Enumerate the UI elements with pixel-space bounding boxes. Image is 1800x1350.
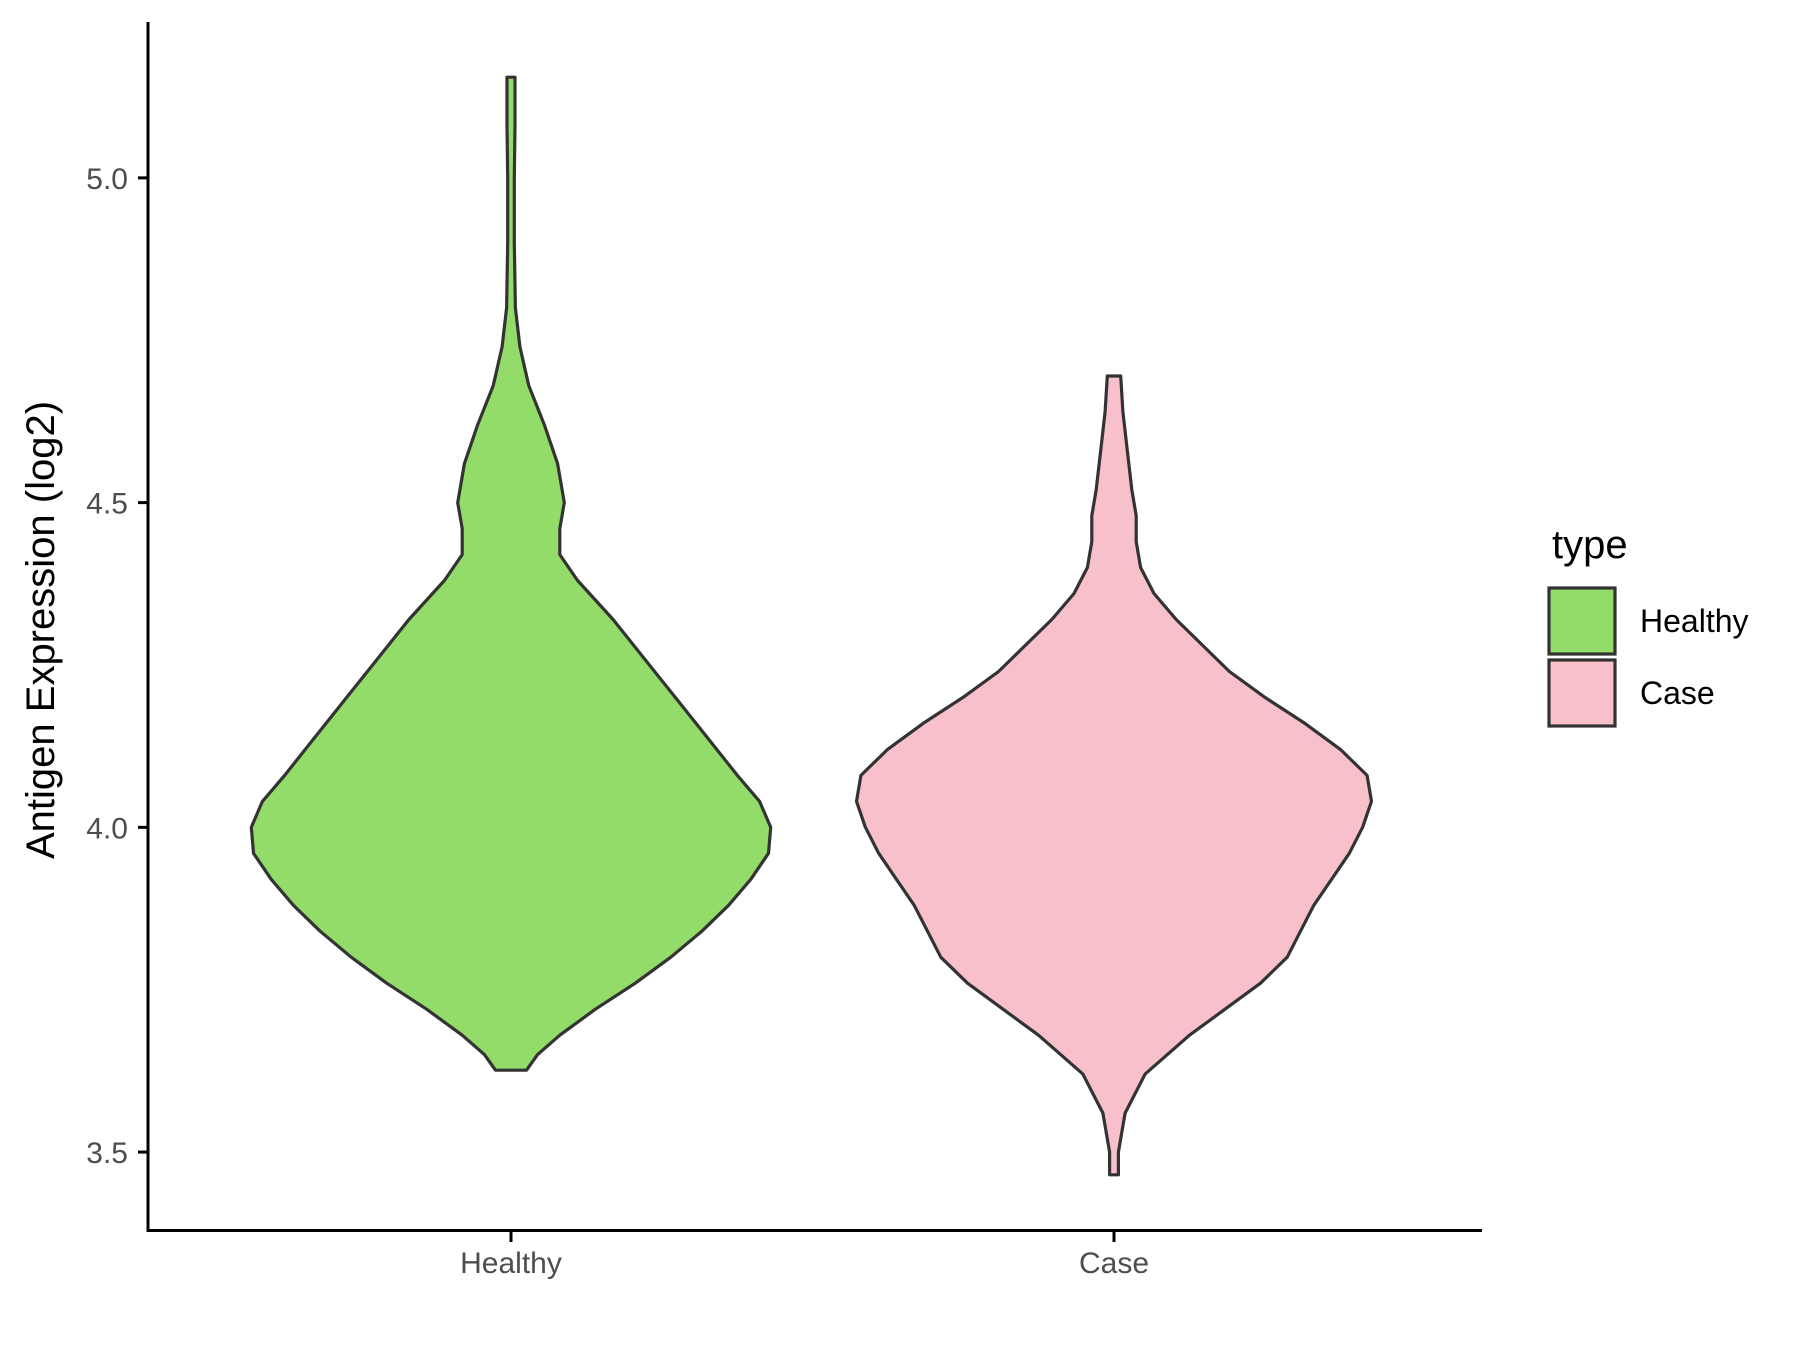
y-tick-label: 4.5 — [86, 488, 128, 521]
legend-items: Healthy Case — [1547, 586, 1749, 728]
legend-key-healthy — [1547, 586, 1617, 656]
violin-layer — [249, 75, 1374, 1177]
violin-healthy — [249, 75, 773, 1072]
legend-title: type — [1552, 523, 1628, 567]
x-tick-label: Case — [1079, 1247, 1149, 1280]
y-axis-title: Antigen Expression (log2) — [19, 401, 63, 859]
x-tick-label: Healthy — [460, 1247, 562, 1280]
legend-label: Case — [1640, 675, 1715, 711]
legend-key-case — [1547, 658, 1617, 728]
legend-label: Healthy — [1640, 603, 1749, 639]
y-tick-label: 4.0 — [86, 812, 128, 845]
y-ticks: 3.5 4.0 4.5 5.0 — [86, 163, 148, 1170]
x-ticks: Healthy Case — [460, 1232, 1149, 1280]
y-tick-label: 5.0 — [86, 163, 128, 196]
violin-case — [854, 374, 1374, 1177]
axes-layer — [146, 22, 1482, 1232]
legend: type Healthy Case — [1547, 523, 1749, 728]
y-tick-label: 3.5 — [86, 1137, 128, 1170]
